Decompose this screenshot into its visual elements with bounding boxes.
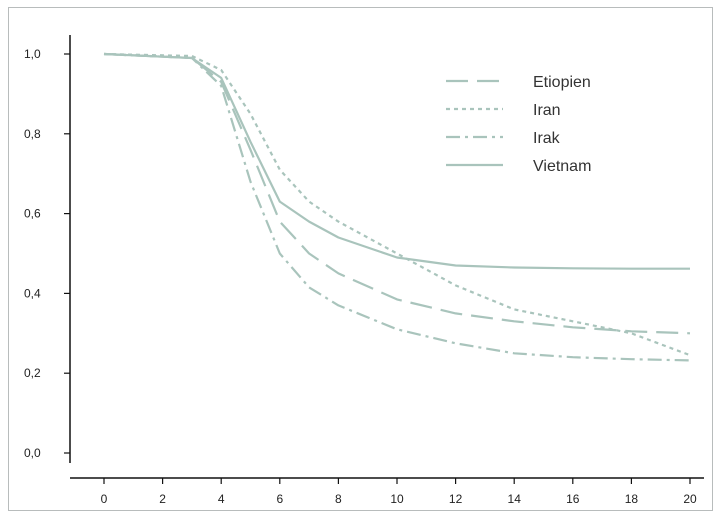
y-tick-label: 0,6 (24, 207, 41, 221)
y-tick-label: 0,0 (24, 446, 41, 460)
series-line-iran (103, 52, 691, 357)
legend: Etiopien Iran Irak Vietnam (446, 74, 591, 175)
y-tick-label: 1,0 (24, 47, 41, 61)
legend-label-vietnam: Vietnam (533, 158, 591, 175)
x-tick-label: 14 (508, 492, 522, 506)
series-layer (103, 52, 691, 362)
x-tick-label: 4 (218, 492, 225, 506)
series-line-irak (103, 52, 691, 362)
x-tick-label: 8 (335, 492, 342, 506)
y-tick-label: 0,8 (24, 127, 41, 141)
x-tick-label: 6 (276, 492, 283, 506)
y-tick-label: 0,2 (24, 366, 41, 380)
x-tick-label: 2 (159, 492, 166, 506)
x-tick-label: 16 (566, 492, 580, 506)
x-axis: 0 2 4 6 8 10 12 14 16 18 20 (70, 477, 704, 506)
x-tick-label: 18 (625, 492, 639, 506)
y-tick-label: 0,4 (24, 286, 41, 300)
x-tick-label: 20 (683, 492, 697, 506)
x-tick-label: 10 (390, 492, 404, 506)
legend-label-irak: Irak (533, 130, 561, 147)
x-tick-label: 0 (101, 492, 108, 506)
y-axis: 0,0 0,2 0,4 0,6 0,8 1,0 (24, 35, 71, 463)
series-line-vietnam (103, 52, 690, 270)
legend-label-iran: Iran (533, 102, 561, 119)
chart-frame (8, 7, 713, 511)
x-tick-label: 12 (449, 492, 463, 506)
legend-label-etiopien: Etiopien (533, 74, 591, 91)
series-line-etiopien (103, 52, 691, 335)
